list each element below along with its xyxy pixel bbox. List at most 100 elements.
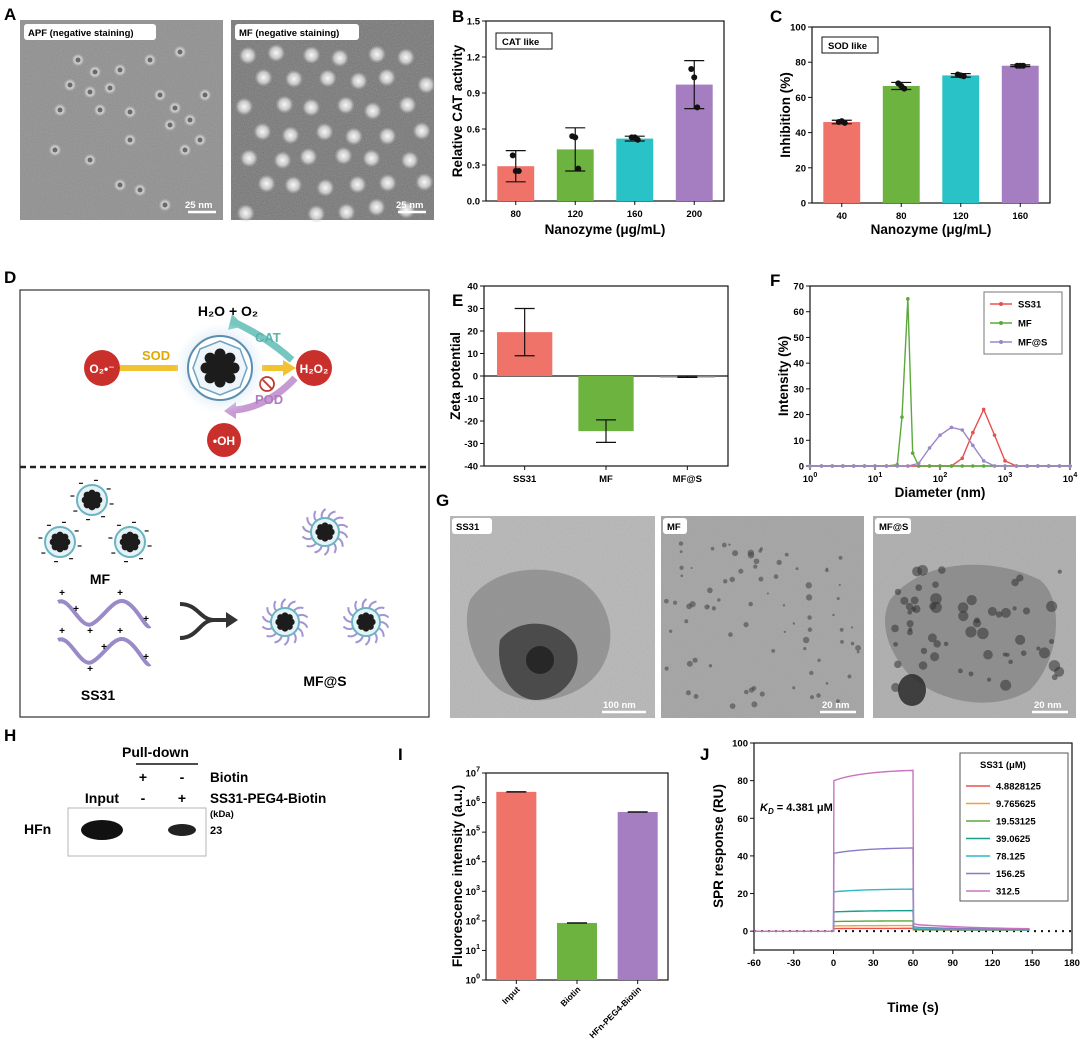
mf-scale-text: 25 nm [396,200,423,211]
y-tick-label: 106 [466,796,481,809]
data-point [838,118,845,125]
series-point [938,464,942,468]
row1-label: Biotin [210,770,248,785]
mf-lower-label: MF [90,571,111,587]
nanoparticle-dot [809,670,814,676]
x-tick-label: 90 [947,958,958,969]
particle [275,95,294,114]
chart-e: -40 -30 -20 -10 0 10 20 30 40 SS31 MF MF@S Zeta pote… [448,282,729,485]
nanoparticle-dot [1015,634,1026,646]
y-tick-label: 102 [466,914,481,927]
superoxide-label: O₂•⁻ [89,362,114,376]
series-point [960,456,965,461]
legend-label: MF@S [1018,338,1047,349]
kda-label: (kDa) [210,809,234,820]
nanoparticle-dot [711,606,717,611]
series-point [949,464,954,468]
series-point [916,464,921,468]
mfs-particle-icon [301,508,349,556]
y-tick-label: 100 [466,974,481,987]
nanoparticle-dot [832,613,835,617]
mf-particle-icons [38,479,152,563]
particle-core [182,147,188,153]
nanoparticle-dot [836,699,840,704]
mfs-particle-icon [261,598,309,646]
nanoparticle-dot [1016,574,1024,582]
particle-core [197,137,203,143]
nanoparticle-dot [912,605,921,614]
y-tick-label: 105 [466,826,481,839]
x-tick-label: 160 [1012,211,1028,222]
panel-letter-a: A [4,5,16,24]
y-tick-label: 0.0 [467,197,480,208]
legend-label: MF [1018,319,1032,330]
x-tick-label-base: 10 [803,474,814,485]
panel-d: H₂O + O₂ SOD CAT POD O₂•⁻ H₂O₂ •OH [19,289,430,718]
particle [284,175,303,194]
y-tick-label: 80 [737,776,748,787]
series-point [960,428,965,432]
core-dot [326,524,333,531]
core-dot [131,533,139,541]
particle [400,151,419,170]
data-point [575,165,582,172]
y-tick-label: -10 [464,394,478,405]
nanoparticle-dot [933,640,941,648]
y-tick-label-exp: 2 [476,914,480,921]
nanoparticle-dot [732,550,739,557]
series-point [971,430,975,435]
y-tick-label-base: 10 [466,798,477,809]
y-tick-label: 1.5 [467,17,481,28]
nanoparticle-dot [965,626,977,638]
nanoparticle-dot [728,632,733,637]
tem-mf: MF 20 nm [661,516,864,718]
particle-core [67,82,73,88]
nanoparticle-dot [932,581,939,588]
x-tick-label-base: 10 [998,474,1009,485]
y-tick-label: 100 [732,739,748,750]
data-point [691,74,698,81]
legend-label: 4.8828125 [996,782,1042,793]
nanoparticle-dot [664,666,669,671]
y-tick-label-base: 10 [466,976,477,987]
x-tick-label: 160 [627,209,643,220]
y-tick-label: -40 [464,462,478,473]
data-point [509,152,516,159]
panel-letters: A B C D E F G H I J [4,5,782,764]
core-dot [93,491,101,499]
nanoparticle-dot [686,660,693,667]
nanoparticle-dot [783,630,786,633]
x-tick-label: 150 [1024,958,1040,969]
nanoparticle-dot [751,701,758,708]
particle [254,68,273,87]
mf-label-box [235,24,359,40]
panel-letter-c: C [770,7,782,26]
particle [316,178,335,197]
nanoparticle-dot [915,584,923,591]
panel-letter-d: D [4,268,16,287]
nanoparticle-dot [792,622,796,625]
x-tick-label: 80 [896,211,907,222]
nanoparticle-dot [908,627,913,632]
panel-letter-e: E [452,291,463,310]
nanoparticle-dot [966,595,977,606]
y-tick-label: 20 [467,327,478,338]
particle [238,46,257,65]
nanoparticle-dot [710,546,715,551]
nanoparticle-dot [1036,646,1041,651]
particle-core [137,187,143,193]
mf-particle-icon [70,479,114,521]
series-point [916,461,921,466]
y-tick-label-exp: 0 [476,974,480,981]
apf-label-box [24,24,156,40]
y-tick-label: 0 [801,199,806,210]
product-label: H₂O + O₂ [198,303,258,319]
nanoparticle-dot [678,541,684,546]
series-point [981,459,986,463]
particle-core [157,92,163,98]
particle [240,149,259,168]
bar-160 [616,138,654,201]
nanoparticle-dot [693,694,699,699]
legend-label: 78.125 [996,852,1026,863]
